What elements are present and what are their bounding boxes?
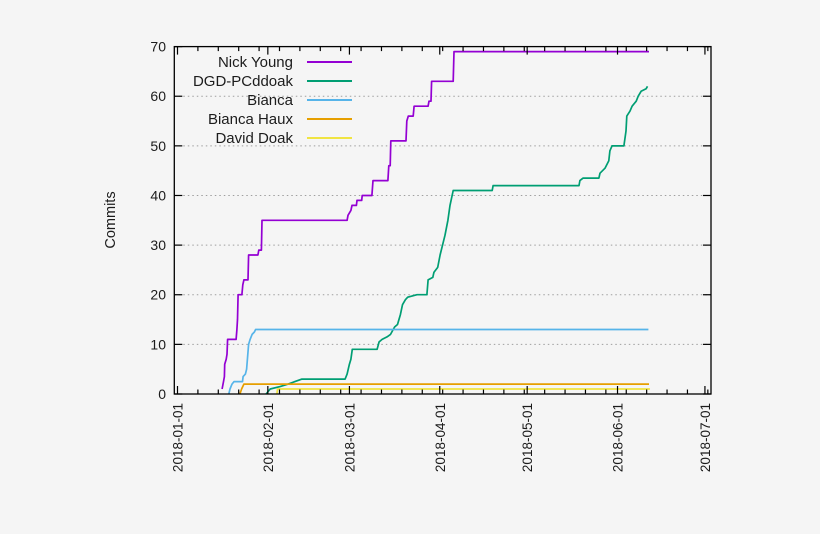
- y-tick-label-40: 40: [150, 187, 166, 203]
- axis-ticks: [174, 45, 711, 395]
- y-tick-labels: 0 10 20 30 40 50 60 70: [150, 39, 166, 402]
- x-tick-label-2018-04-01: 2018-04-01: [433, 403, 448, 472]
- series-line-bianca: [227, 328, 649, 395]
- series-line-david-doak: [276, 388, 650, 395]
- x-tick-labels: 2018-01-01 2018-02-01 2018-03-01 2018-04-01…: [171, 403, 713, 472]
- legend-label-dgd-pcddoak: DGD-PCddoak: [193, 73, 294, 90]
- legend-label-bianca: Bianca: [247, 92, 294, 109]
- legend-label-david-doak: David Doak: [215, 130, 293, 147]
- series-line-nick-young: [221, 50, 649, 390]
- legend-label-bianca-haux: Bianca Haux: [208, 111, 294, 128]
- legend-label-nick-young: Nick Young: [218, 54, 293, 71]
- x-tick-label-2018-06-01: 2018-06-01: [611, 403, 626, 472]
- x-tick-label-2018-05-01: 2018-05-01: [520, 403, 535, 472]
- x-tick-label-2018-01-01: 2018-01-01: [171, 403, 186, 472]
- y-tick-label-70: 70: [150, 39, 166, 55]
- x-tick-label-2018-07-01: 2018-07-01: [698, 403, 713, 472]
- y-tick-label-60: 60: [150, 88, 166, 104]
- x-tick-label-2018-03-01: 2018-03-01: [342, 403, 357, 472]
- series-line-dgd-pcddoak: [265, 85, 649, 395]
- legend: Nick Young DGD-PCddoak Bianca Bianca Haux Da…: [193, 54, 352, 147]
- y-tick-label-10: 10: [150, 336, 166, 352]
- y-tick-label-50: 50: [150, 138, 166, 154]
- y-axis-title: Commits: [103, 191, 119, 248]
- series-line-bianca-haux: [239, 383, 649, 395]
- series-lines: [221, 50, 650, 395]
- y-tick-label-30: 30: [150, 237, 166, 253]
- x-tick-label-2018-02-01: 2018-02-01: [261, 403, 276, 472]
- y-tick-label-0: 0: [158, 386, 166, 402]
- y-tick-label-20: 20: [150, 287, 166, 303]
